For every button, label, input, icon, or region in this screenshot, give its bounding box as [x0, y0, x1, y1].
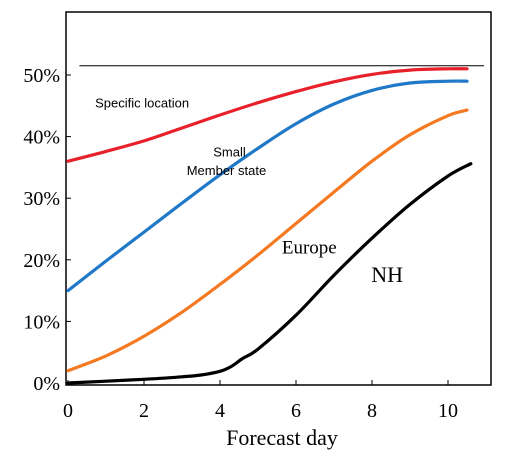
y-tick-label: 0% [33, 373, 60, 395]
y-tick-label: 50% [23, 65, 60, 87]
x-tick-label: 10 [438, 400, 458, 422]
series-line-small-member-state [66, 79, 469, 293]
annotation-label: NH [371, 262, 403, 287]
y-tick-label: 30% [23, 188, 60, 210]
series-line-nh [66, 162, 473, 385]
annotation-label: Small [213, 144, 246, 159]
x-tick-label: 8 [367, 400, 377, 422]
annotation-label: Member state [187, 163, 266, 178]
series-line-europe [66, 108, 469, 373]
plot-area-frame [65, 11, 492, 386]
annotation-label: Europe [282, 238, 337, 259]
y-tick-label: 40% [23, 127, 60, 149]
x-tick-label: 2 [139, 400, 149, 422]
annotation-label: Specific location [95, 96, 189, 111]
x-tick-label: 6 [291, 400, 301, 422]
x-axis-label: Forecast day [226, 425, 338, 450]
series-line-specific-location [66, 67, 469, 163]
y-tick-label: 20% [23, 250, 60, 272]
x-tick-label: 0 [63, 400, 73, 422]
y-tick-label: 10% [23, 311, 60, 333]
x-tick-label: 4 [215, 400, 225, 422]
